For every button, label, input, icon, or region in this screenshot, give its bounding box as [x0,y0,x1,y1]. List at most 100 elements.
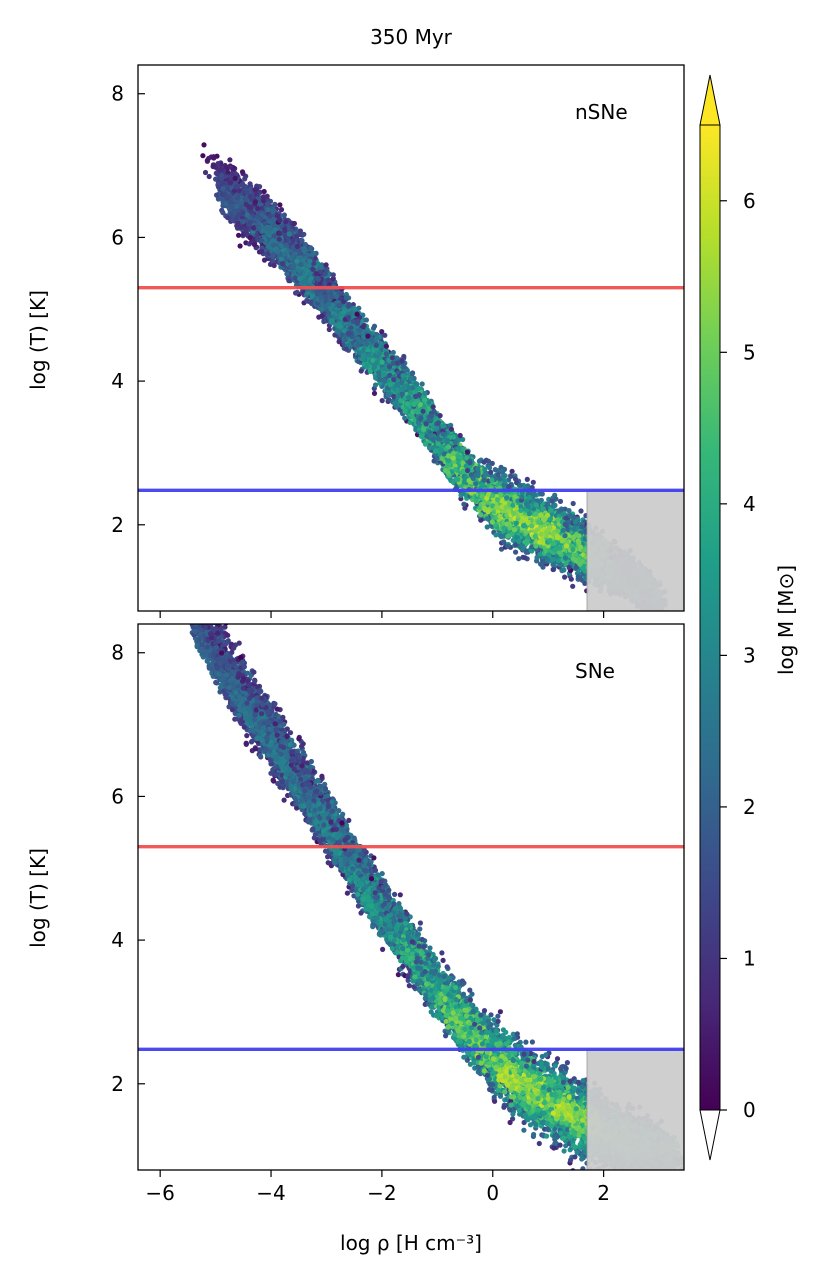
nsne-density-cell [341,309,347,315]
nsne-density-cell [223,201,229,207]
nsne-density-cell [220,210,226,216]
nsne-density-cell [277,217,283,223]
nsne-density-cell [290,263,296,270]
nsne-density-cell [291,220,297,227]
nsne-density-cell [334,293,340,299]
nsne-density-cell [275,249,281,255]
nsne-density-cell [248,204,254,211]
nsne-density-cell [299,238,305,244]
nsne-density-cell [326,310,332,316]
nsne-density-cell [296,267,302,273]
nsne-density-cell [235,220,241,226]
nsne-density-cell [251,242,258,248]
nsne-density-cell [310,266,316,272]
nsne-density-cell [307,258,313,264]
nsne-density-cell [336,339,342,345]
nsne-density-cell [259,248,265,254]
nsne-density-cell [279,261,285,267]
nsne-density-cell [200,153,206,159]
nsne-density-cell [354,311,360,317]
nsne-density-cell [263,240,269,246]
nsne-density-cell [278,256,285,262]
nsne-density-cell [281,212,287,218]
nsne-density-cell [248,208,254,214]
figure-title: 350 Myr [370,25,453,49]
nsne-density-cell [379,398,385,404]
nsne-density-cell [234,184,240,190]
nsne-density-cell [236,232,242,238]
nsne-density-cell [201,142,207,148]
nsne-density-cell [247,220,253,226]
nsne-density-cell [223,164,230,170]
nsne-density-cell [213,170,219,176]
nsne-density-cell [224,194,230,201]
nsne-density-cell [261,188,267,195]
nsne-density-cell [304,268,310,274]
nsne-density-cell [323,318,329,324]
nsne-density-cell [283,219,289,225]
nsne-density-cell [215,161,221,167]
nsne-density-cell [277,202,283,208]
nsne-density-cell [308,275,314,281]
nsne-density-cell [371,390,378,396]
nsne-density-cell [288,256,294,262]
nsne-density-cell [235,225,241,231]
nsne-density-cell [251,225,257,231]
nsne-density-cell [294,289,300,295]
nsne-density-cell [236,188,242,194]
nsne-density-cell [282,226,288,232]
nsne-density-cell [294,243,300,250]
nsne-density-cell [272,201,278,207]
nsne-density-cell [277,230,283,236]
nsne-density-cell [343,346,349,352]
nsne-density-cell [322,271,328,277]
nsne-density-cell [225,169,231,175]
nsne-density-cell [338,290,345,296]
nsne-density-cell [252,187,258,193]
nsne-density-cell [323,262,329,268]
nsne-density-cell [234,195,240,201]
nsne-density-cell [204,157,210,163]
nsne-density-cell [261,257,268,263]
nsne-density-cell [227,157,233,163]
nsne-density-cell [328,305,334,312]
nsne-density-cell [345,303,352,309]
nsne-density-cell [213,176,219,182]
nsne-density-cell [300,245,307,252]
nsne-density-cell [219,196,225,202]
nsne-density-cell [308,245,314,251]
nsne-density-cell [363,317,369,323]
nsne-density-cell [202,169,209,176]
nsne-density-cell [229,204,235,210]
nsne-density-cell [262,220,268,226]
nsne-density-cell [337,302,343,308]
nsne-density-cell [244,189,250,195]
nsne-density-cell [237,243,243,249]
nsne-density-cell [382,332,388,338]
nsne-density-cell [260,194,266,200]
nsne-density-cell [284,271,290,277]
nsne-density-cell [265,244,271,250]
nsne-density-cell [247,193,253,199]
nsne-density-cell [290,237,296,243]
nsne-density-cell [281,251,287,257]
nsne-density-cell [318,291,324,297]
nsne-density-cell [219,166,225,172]
nsne-density-cell [254,236,261,242]
nsne-density-cell [232,175,238,181]
nsne-density-cell [276,236,282,242]
nsne-density-cell [270,242,276,248]
nsne-density-cell [244,212,250,218]
nsne-density-cell [265,226,271,232]
nsne-density-cell [283,242,290,248]
nsne-density-cell [236,211,242,217]
nsne-density-cell [315,276,322,282]
nsne-density-cell [337,324,343,330]
nsne-density-cell [345,330,352,336]
nsne-density-cell [247,235,253,241]
nsne-density-cell [240,181,246,187]
nsne-density-cell [358,368,364,374]
nsne-density-cell [252,199,259,205]
nsne-density-cell [301,231,307,237]
nsne-density-cell [305,252,311,258]
